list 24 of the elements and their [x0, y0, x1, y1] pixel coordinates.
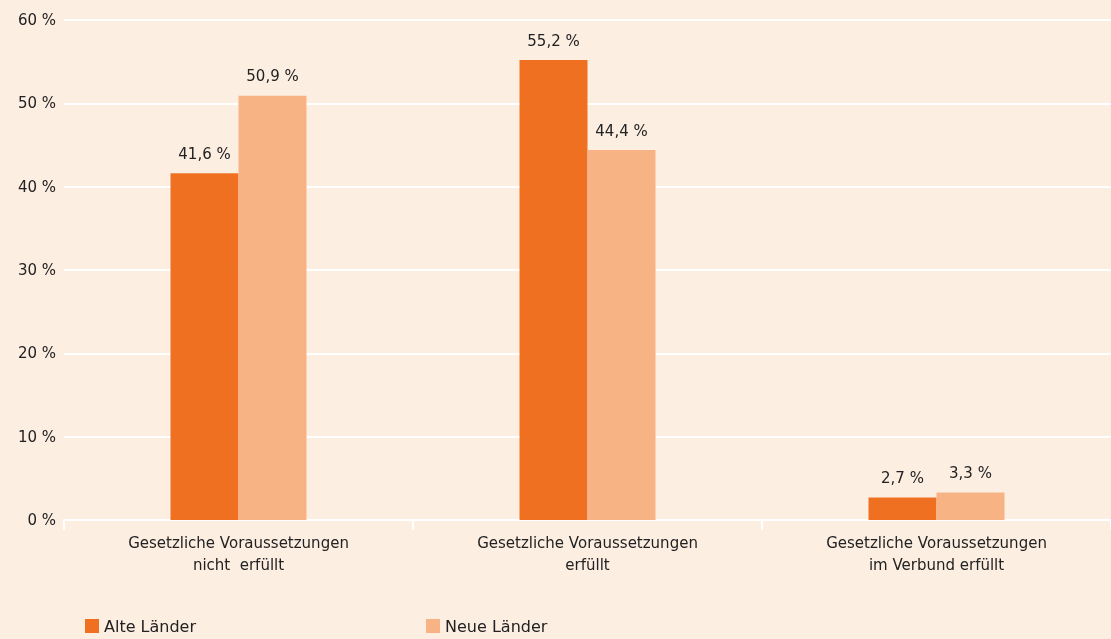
- legend-label: Neue Länder: [445, 616, 548, 636]
- y-tick-label: 20 %: [17, 344, 56, 363]
- bar: [936, 492, 1005, 520]
- data-label: 41,6 %: [178, 144, 231, 163]
- data-label: 3,3 %: [949, 464, 992, 482]
- data-label: 50,9 %: [246, 67, 299, 86]
- data-label: 55,2 %: [527, 31, 580, 50]
- bar: [238, 95, 307, 520]
- y-tick-label: 60 %: [17, 11, 56, 29]
- y-tick-label: 10 %: [17, 427, 56, 446]
- bar: [587, 150, 656, 520]
- legend-label: Alte Länder: [104, 616, 197, 636]
- data-label: 44,4 %: [595, 121, 648, 140]
- x-tick-label: Gesetzliche Voraussetzungen im Verbund erfüllt: [826, 534, 1047, 574]
- y-tick-label: 0 %: [27, 511, 56, 529]
- x-tick-label: Gesetzliche Voraussetzungen nicht erfüllt: [128, 534, 349, 574]
- y-tick-label: 30 %: [17, 261, 56, 279]
- bar: [170, 173, 239, 520]
- y-tick-label: 50 %: [17, 94, 56, 113]
- data-label: 2,7 %: [881, 469, 924, 487]
- x-tick-label: Gesetzliche Voraussetzungen erfüllt: [477, 534, 698, 574]
- bar: [868, 497, 937, 520]
- bar: [519, 60, 588, 520]
- y-tick-label: 40 %: [17, 177, 56, 196]
